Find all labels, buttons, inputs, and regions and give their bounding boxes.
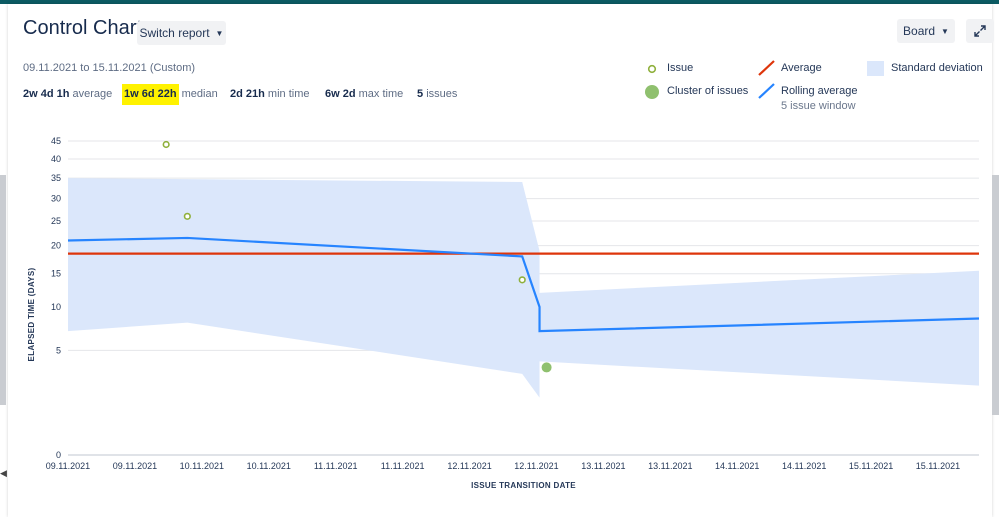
- legend-average[interactable]: Average: [781, 62, 822, 74]
- y-tick-label: 25: [51, 216, 61, 226]
- rolling-legend-icon: [758, 83, 775, 99]
- x-tick-label: 15.11.2021: [916, 461, 960, 471]
- switch-report-label: Switch report: [139, 26, 210, 40]
- y-tick-label: 35: [51, 173, 61, 183]
- rolling-average-line: [67, 236, 980, 333]
- issue-legend-icon: [647, 64, 657, 74]
- stat-min-time: 2d 21h min time: [230, 88, 309, 100]
- legend-rolling[interactable]: Rolling average: [781, 85, 858, 97]
- right-scrollbar[interactable]: [992, 175, 999, 415]
- top-accent-bar: [0, 0, 999, 4]
- stat-average: 2w 4d 1h average: [23, 88, 112, 100]
- stat-value: 2w 4d 1h: [23, 88, 70, 100]
- y-tick-label: 10: [51, 302, 61, 312]
- x-tick-label: 12.11.2021: [514, 461, 558, 471]
- cluster-point: [541, 362, 552, 373]
- board-label: Board: [903, 24, 936, 38]
- y-tick-label: 30: [51, 194, 61, 204]
- y-tick-label: 45: [51, 136, 61, 146]
- left-scrollbar[interactable]: [0, 175, 6, 405]
- x-tick-label: 10.11.2021: [180, 461, 224, 471]
- average-legend-icon: [758, 60, 775, 76]
- stddev-band: [68, 178, 979, 398]
- x-tick-label: 11.11.2021: [314, 461, 358, 471]
- stat-label: issues: [426, 88, 458, 100]
- x-tick-label: 14.11.2021: [782, 461, 826, 471]
- legend-rolling-window: 5 issue window: [781, 100, 856, 112]
- stat-label: max time: [358, 88, 404, 100]
- y-axis-title: ELAPSED TIME (DAYS): [27, 268, 36, 362]
- y-tick-label: 15: [51, 269, 61, 279]
- y-tick-label: 0: [56, 450, 61, 460]
- chevron-down-icon: ▼: [215, 28, 224, 38]
- stat-value: 6w 2d: [325, 88, 356, 100]
- y-tick-label: 5: [56, 345, 61, 355]
- x-tick-label: 15.11.2021: [849, 461, 893, 471]
- page-title: Control Chart: [23, 17, 142, 39]
- x-tick-label: 09.11.2021: [113, 461, 157, 471]
- legend-stddev[interactable]: Standard deviation: [891, 62, 983, 74]
- x-tick-label: 13.11.2021: [648, 461, 692, 471]
- y-tick-label: 40: [51, 154, 61, 164]
- x-tick-label: 14.11.2021: [715, 461, 759, 471]
- stddev-legend-icon: [867, 61, 884, 76]
- x-tick-label: 09.11.2021: [46, 461, 90, 471]
- legend-issue[interactable]: Issue: [667, 62, 694, 74]
- x-tick-label: 13.11.2021: [581, 461, 625, 471]
- stat-value: 5: [417, 88, 424, 100]
- x-axis-title: ISSUE TRANSITION DATE: [471, 481, 576, 490]
- date-range: 09.11.2021 to 15.11.2021 (Custom): [23, 62, 196, 74]
- expand-icon: [974, 25, 986, 37]
- stat-issues: 5 issues: [417, 88, 457, 100]
- x-tick-label: 11.11.2021: [381, 461, 425, 471]
- chevron-down-icon: ▼: [941, 26, 949, 36]
- issue-point: [162, 140, 170, 149]
- stat-max-time: 6w 2d max time: [325, 88, 403, 100]
- stat-label: min time: [267, 88, 310, 100]
- x-tick-label: 10.11.2021: [247, 461, 291, 471]
- legend-cluster[interactable]: Cluster of issues: [667, 85, 749, 97]
- stat-value: 1w 6d 22h: [122, 84, 179, 105]
- y-tick-label: 20: [51, 241, 61, 251]
- stat-value: 2d 21h: [230, 88, 265, 100]
- cluster-legend-icon: [645, 85, 659, 99]
- issue-point: [183, 212, 191, 220]
- stat-median: 1w 6d 22h median: [122, 84, 218, 105]
- board-button[interactable]: Board ▼: [897, 19, 955, 43]
- expand-button[interactable]: [966, 19, 994, 43]
- collapse-arrow-icon[interactable]: ◀: [0, 468, 7, 478]
- x-tick-label: 12.11.2021: [447, 461, 491, 471]
- stat-label: median: [181, 88, 218, 100]
- issue-point: [518, 276, 526, 284]
- switch-report-button[interactable]: Switch report ▼: [137, 21, 226, 45]
- stat-label: average: [72, 88, 113, 100]
